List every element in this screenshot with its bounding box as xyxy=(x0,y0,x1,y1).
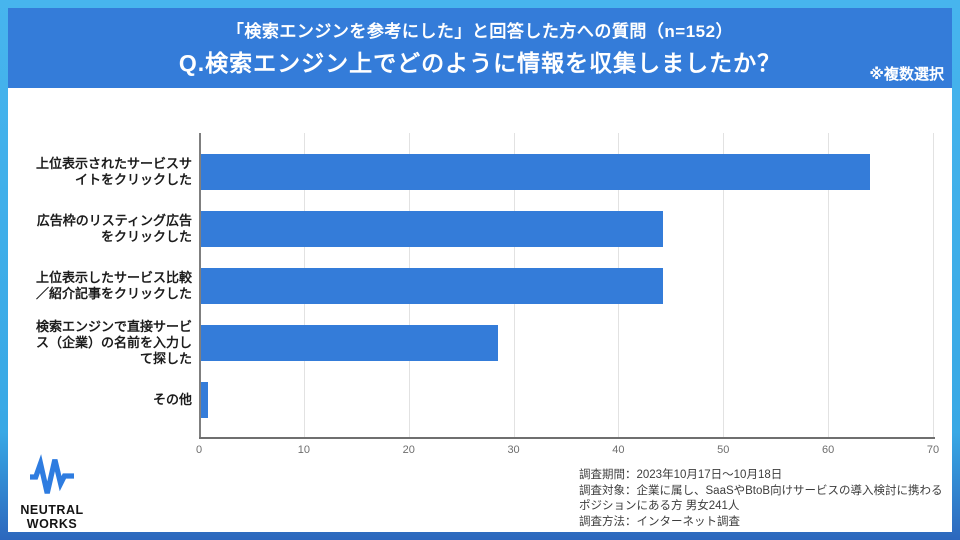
logo-text-neutral: NEUTRAL xyxy=(20,503,84,517)
x-tick-label: 10 xyxy=(297,444,310,456)
bar xyxy=(201,154,870,190)
question-context: 「検索エンジンを参考にした」と回答した方への質問（n=152） xyxy=(226,22,734,41)
survey-target: 調査対象：企業に属し、SaaSやBtoB向けサービスの導入検討に携わるポジション… xyxy=(579,484,943,513)
gridline xyxy=(723,133,725,437)
pulse-waveform-icon xyxy=(30,454,74,494)
content-card: 「検索エンジンを参考にした」と回答した方への質問（n=152） Q.検索エンジン… xyxy=(8,8,952,532)
x-tick-label: 20 xyxy=(402,444,415,456)
category-label: その他 xyxy=(152,392,192,407)
bar xyxy=(201,382,209,418)
question-title: Q.検索エンジン上でどのように情報を収集しましたか？ xyxy=(178,50,782,76)
logo-text-works: WORKS xyxy=(26,517,78,531)
x-tick-label: 60 xyxy=(822,444,835,456)
neutral-works-logo: NEUTRAL WORKS xyxy=(18,454,86,531)
category-label: 検索エンジンで直接サービ ス（企業）の名前を入力し て探した xyxy=(35,319,192,366)
survey-method: 調査方法：インターネット調査 xyxy=(579,515,740,528)
x-tick-label: 70 xyxy=(926,444,940,456)
x-tick-label: 50 xyxy=(717,444,730,456)
bar xyxy=(201,211,664,247)
multiple-choice-note: ※複数選択 xyxy=(869,66,944,83)
category-label: 上位表示されたサービスサ イトをクリックした xyxy=(35,156,192,187)
x-tick-label: 0 xyxy=(195,444,203,456)
survey-period: 調査期間：2023年10月17日～10月18日 xyxy=(579,469,783,481)
x-tick-label: 30 xyxy=(507,444,520,456)
y-axis-line xyxy=(199,133,201,437)
bar xyxy=(201,325,498,361)
x-axis-line xyxy=(199,437,935,439)
category-label: 上位表示したサービス比較 ／紹介記事をクリックした xyxy=(35,270,192,301)
gridline xyxy=(828,133,830,437)
x-tick-label: 40 xyxy=(612,444,625,456)
survey-info-block: 調査期間：2023年10月17日～10月18日 調査対象：企業に属し、SaaSや… xyxy=(579,468,945,530)
category-label: 広告枠のリスティング広告 をクリックした xyxy=(36,213,192,244)
bar xyxy=(201,268,664,304)
header-band: 「検索エンジンを参考にした」と回答した方への質問（n=152） Q.検索エンジン… xyxy=(8,8,952,88)
gridline xyxy=(933,133,934,437)
